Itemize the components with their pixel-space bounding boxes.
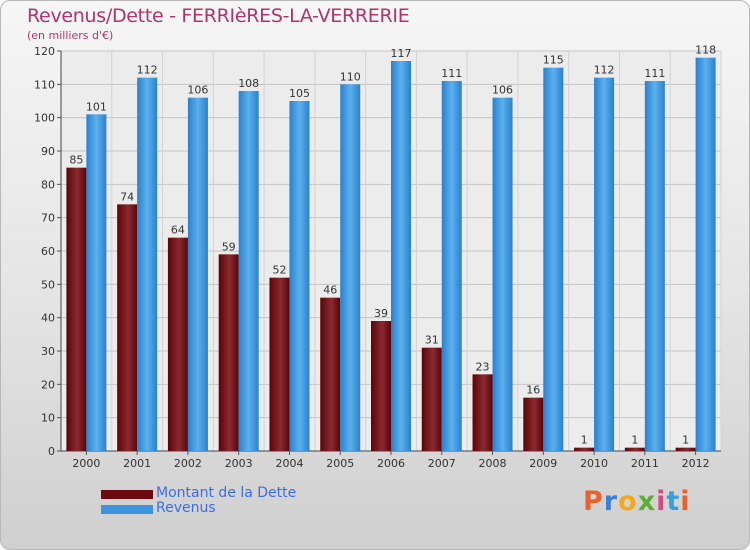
data-label-revenus-2010: 112	[594, 64, 615, 77]
bar-dette-2010	[574, 447, 595, 451]
bar-revenus-2010	[594, 77, 615, 452]
x-tick-label-2003: 2003	[225, 457, 253, 470]
logo-letter: i	[656, 486, 667, 517]
x-tick-label-2006: 2006	[377, 457, 405, 470]
bar-dette-2007	[421, 347, 442, 451]
bar-revenus-2005	[340, 84, 361, 451]
y-tick-label-40: 40	[41, 312, 55, 325]
y-tick-label-60: 60	[41, 245, 55, 258]
x-tick-label-2002: 2002	[174, 457, 202, 470]
data-label-dette-2004: 52	[272, 264, 286, 277]
y-tick-label-30: 30	[41, 345, 55, 358]
x-tick-label-2005: 2005	[326, 457, 354, 470]
y-tick-label-120: 120	[34, 45, 55, 58]
chart-title: Revenus/Dette - FERRIèRES-LA-VERRERIE	[27, 5, 410, 27]
y-tick-label-0: 0	[48, 445, 55, 458]
data-labels: 8510174112641065910852105461103911731111…	[69, 44, 716, 447]
data-label-revenus-2003: 108	[238, 77, 259, 90]
logo-letter: i	[680, 486, 691, 517]
bar-revenus-2006	[391, 61, 411, 451]
x-tick-label-2004: 2004	[275, 457, 303, 470]
data-label-dette-2000: 85	[69, 154, 83, 167]
logo-letter: P	[583, 486, 604, 517]
y-tick-label-80: 80	[41, 178, 55, 191]
bar-dette-2006	[371, 321, 391, 451]
proxiti-logo: Proxiti	[583, 486, 691, 517]
bar-revenus-2007	[441, 81, 462, 451]
bar-dette-2004	[269, 277, 290, 451]
bar-dette-2009	[523, 397, 544, 451]
data-label-dette-2008: 23	[476, 360, 490, 373]
bar-dette-2003	[218, 254, 239, 451]
bar-dette-2011	[624, 447, 645, 451]
data-label-revenus-2009: 115	[543, 54, 564, 67]
y-tick-label-90: 90	[41, 145, 55, 158]
x-tick-label-2012: 2012	[682, 457, 710, 470]
data-label-dette-2002: 64	[171, 224, 185, 237]
data-label-dette-2012: 1	[682, 434, 689, 447]
bar-revenus-2011	[644, 81, 665, 451]
data-label-dette-2011: 1	[631, 434, 638, 447]
x-tick-label-2000: 2000	[72, 457, 100, 470]
logo-letter: r	[603, 486, 619, 517]
y-tick-label-50: 50	[41, 278, 55, 291]
x-tick-label-2009: 2009	[529, 457, 557, 470]
legend-label-dette: Montant de la Dette	[156, 485, 297, 501]
legend-label-revenus: Revenus	[156, 500, 216, 516]
data-label-dette-2007: 31	[425, 334, 439, 347]
data-label-dette-2003: 59	[222, 240, 236, 253]
bar-revenus-2000	[86, 114, 107, 451]
data-label-revenus-2008: 106	[492, 84, 513, 97]
bar-revenus-2003	[238, 91, 259, 451]
chart-subtitle: (en milliers d'€)	[27, 29, 114, 42]
data-label-dette-2009: 16	[526, 384, 540, 397]
bar-dette-2012	[675, 447, 696, 451]
bar-dette-2008	[472, 374, 493, 451]
data-label-dette-2010: 1	[581, 434, 588, 447]
y-tick-label-20: 20	[41, 378, 55, 391]
bar-dette-2001	[117, 204, 138, 451]
bar-dette-2000	[66, 167, 87, 451]
x-tick-label-2008: 2008	[479, 457, 507, 470]
y-tick-label-100: 100	[34, 112, 55, 125]
data-label-revenus-2006: 117	[391, 47, 412, 60]
bar-revenus-2009	[543, 67, 564, 452]
data-label-dette-2005: 46	[323, 284, 337, 297]
y-tick-label-10: 10	[41, 412, 55, 425]
y-tick-label-70: 70	[41, 212, 55, 225]
x-tick-label-2007: 2007	[428, 457, 456, 470]
logo-letter: x	[637, 486, 657, 517]
logo-letter: o	[618, 486, 638, 517]
bar-revenus-2002	[187, 97, 208, 452]
bar-dette-2005	[320, 297, 341, 451]
x-tick-label-2010: 2010	[580, 457, 608, 470]
x-tick-label-2001: 2001	[123, 457, 151, 470]
bar-revenus-2001	[137, 77, 158, 452]
data-label-dette-2001: 74	[120, 190, 134, 203]
legend-swatch-dette	[101, 490, 153, 499]
data-label-revenus-2002: 106	[187, 84, 208, 97]
data-label-revenus-2012: 118	[695, 44, 716, 57]
data-label-dette-2006: 39	[374, 307, 388, 320]
y-tick-label-110: 110	[34, 78, 55, 91]
data-label-revenus-2001: 112	[137, 64, 158, 77]
data-label-revenus-2004: 105	[289, 87, 310, 100]
x-tick-label-2011: 2011	[631, 457, 659, 470]
bar-revenus-2008	[492, 97, 513, 452]
legend-swatch-revenus	[101, 505, 153, 514]
data-label-revenus-2005: 110	[340, 70, 361, 83]
bar-dette-2002	[167, 237, 188, 451]
bars	[66, 57, 716, 452]
data-label-revenus-2007: 111	[441, 67, 462, 80]
data-label-revenus-2011: 111	[644, 67, 665, 80]
bar-revenus-2012	[695, 57, 716, 452]
data-label-revenus-2000: 101	[86, 100, 107, 113]
bar-revenus-2004	[289, 101, 310, 451]
logo-letter: t	[666, 486, 681, 517]
